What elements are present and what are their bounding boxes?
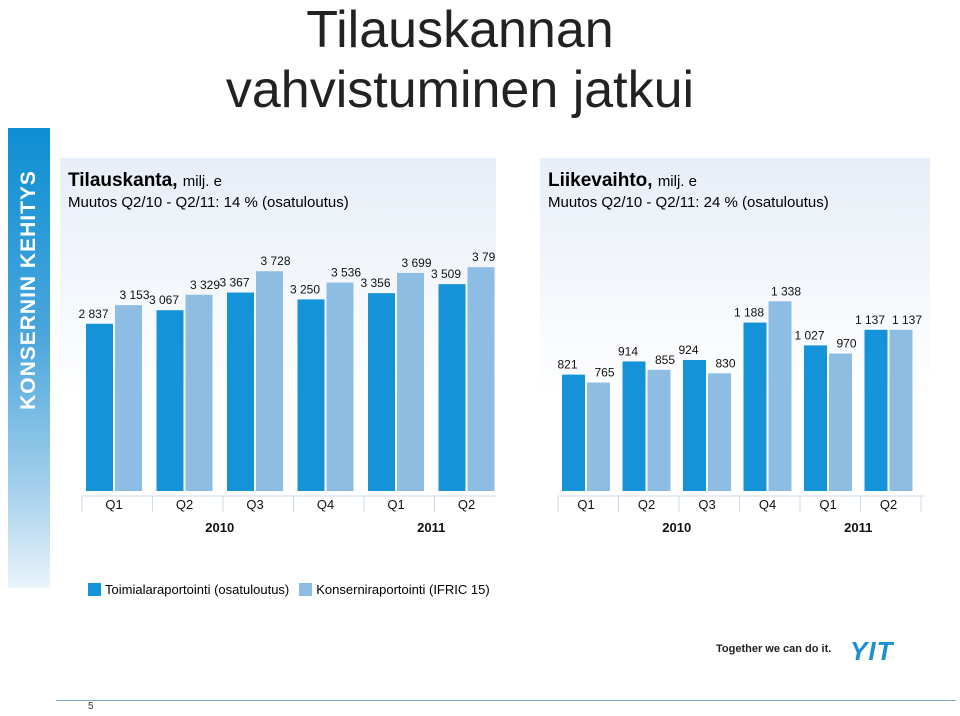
legend-item: Toimialaraportointi (osatuloutus) bbox=[88, 582, 289, 597]
x-tick-label: Q1 bbox=[387, 497, 404, 512]
bar bbox=[562, 374, 585, 491]
data-label: 3 728 bbox=[260, 254, 290, 268]
data-label: 3 797 bbox=[472, 250, 496, 264]
x-tick-label: Q4 bbox=[317, 497, 334, 512]
bar bbox=[647, 369, 671, 491]
bar bbox=[397, 272, 424, 491]
x-tick-label: Q4 bbox=[759, 497, 776, 512]
bar bbox=[804, 345, 827, 491]
data-label: 3 067 bbox=[149, 293, 179, 307]
order-backlog-chart: 2 837 3 153 Q1 3 067 3 329 Q2 3 367 3 728 Q3 3 25… bbox=[78, 250, 496, 535]
x-tick-label: Q1 bbox=[819, 497, 836, 512]
legend: Toimialaraportointi (osatuloutus) Konser… bbox=[88, 582, 500, 597]
x-tick-label: Q3 bbox=[246, 497, 263, 512]
legend-item: Konserniraportointi (IFRIC 15) bbox=[299, 582, 490, 597]
data-label: 3 509 bbox=[431, 267, 461, 281]
data-label: 855 bbox=[655, 353, 675, 367]
bar bbox=[743, 322, 767, 491]
legend-swatch bbox=[299, 583, 313, 596]
data-label: 1 137 bbox=[892, 313, 922, 327]
x-tick-label: Q3 bbox=[698, 497, 715, 512]
x-tick-label: Q1 bbox=[577, 497, 594, 512]
data-label: 1 338 bbox=[771, 284, 801, 298]
page-number: 5 bbox=[88, 701, 94, 712]
data-label: 821 bbox=[557, 358, 577, 372]
year-label: 2011 bbox=[844, 520, 872, 535]
bar bbox=[227, 292, 254, 491]
x-tick-label: Q2 bbox=[458, 497, 475, 512]
data-label: 3 329 bbox=[190, 278, 220, 292]
data-label: 3 153 bbox=[119, 288, 149, 302]
x-tick-label: Q1 bbox=[105, 497, 122, 512]
data-label: 914 bbox=[618, 344, 638, 358]
bar bbox=[708, 373, 731, 491]
x-tick-label: Q2 bbox=[638, 497, 655, 512]
chart-subtitle: Muutos Q2/10 - Q2/11: 14 % (osatuloutus) bbox=[68, 194, 349, 211]
bar bbox=[467, 267, 495, 491]
data-label: 3 356 bbox=[360, 276, 390, 290]
revenue-chart: 821 765 Q1 914 855 Q2 924 830 Q3 1 188 1 338 Q4 1 02… bbox=[557, 284, 925, 535]
year-label: 2010 bbox=[205, 520, 234, 535]
bar bbox=[297, 299, 325, 491]
data-label: 3 367 bbox=[219, 276, 249, 290]
data-label: 924 bbox=[678, 343, 698, 357]
data-label: 3 250 bbox=[290, 282, 320, 296]
legend-swatch bbox=[88, 583, 101, 596]
bar bbox=[368, 293, 395, 491]
bar bbox=[156, 310, 184, 491]
bar bbox=[864, 329, 888, 491]
data-label: 1 188 bbox=[734, 306, 764, 320]
chart-subtitle: Muutos Q2/10 - Q2/11: 24 % (osatuloutus) bbox=[548, 194, 829, 211]
sidebar-label-wrap: KONSERNIN KEHITYS bbox=[8, 140, 50, 440]
data-label: 830 bbox=[715, 356, 735, 370]
data-label: 1 027 bbox=[794, 328, 824, 342]
bar bbox=[326, 282, 354, 491]
data-label: 765 bbox=[594, 366, 614, 380]
legend-label: Konserniraportointi (IFRIC 15) bbox=[316, 582, 490, 597]
chart-title-unit: milj. e bbox=[657, 173, 697, 190]
bar bbox=[256, 271, 283, 491]
sidebar-label: KONSERNIN KEHITYS bbox=[17, 170, 41, 410]
x-tick-label: Q2 bbox=[176, 497, 193, 512]
revenue-chart-panel: Liikevaihto, milj. e Muutos Q2/10 - Q2/1… bbox=[540, 158, 930, 558]
footer-divider bbox=[56, 700, 956, 701]
yit-logo: YIT bbox=[850, 636, 894, 666]
chart-title-main: Tilauskanta, bbox=[68, 170, 178, 191]
bar bbox=[622, 361, 646, 491]
data-label: 970 bbox=[836, 336, 856, 350]
bar bbox=[185, 294, 213, 491]
bar bbox=[115, 305, 142, 491]
legend-label: Toimialaraportointi (osatuloutus) bbox=[105, 582, 290, 597]
year-label: 2011 bbox=[417, 520, 445, 535]
bar bbox=[889, 329, 913, 491]
order-backlog-chart-panel: Tilauskanta, milj. e Muutos Q2/10 - Q2/1… bbox=[60, 158, 496, 558]
data-label: 3 536 bbox=[331, 266, 361, 280]
data-label: 1 137 bbox=[855, 313, 885, 327]
chart-title-main: Liikevaihto, bbox=[548, 170, 653, 191]
year-label: 2010 bbox=[662, 520, 691, 535]
chart-title: Liikevaihto, milj. e bbox=[548, 170, 697, 192]
bar bbox=[768, 301, 792, 491]
chart-title: Tilauskanta, milj. e bbox=[68, 170, 222, 192]
page-title: Tilauskannan vahvistuminen jatkui bbox=[225, 1, 695, 119]
bar bbox=[438, 284, 466, 491]
data-label: 3 699 bbox=[401, 256, 431, 270]
x-tick-label: Q2 bbox=[880, 497, 897, 512]
slogan: Together we can do it. bbox=[716, 643, 832, 655]
bar bbox=[829, 353, 852, 491]
sidebar-band bbox=[8, 128, 50, 588]
bar bbox=[86, 323, 113, 491]
chart-title-unit: milj. e bbox=[182, 173, 222, 190]
data-label: 2 837 bbox=[78, 307, 108, 321]
bar bbox=[683, 359, 706, 491]
bar bbox=[587, 382, 610, 491]
